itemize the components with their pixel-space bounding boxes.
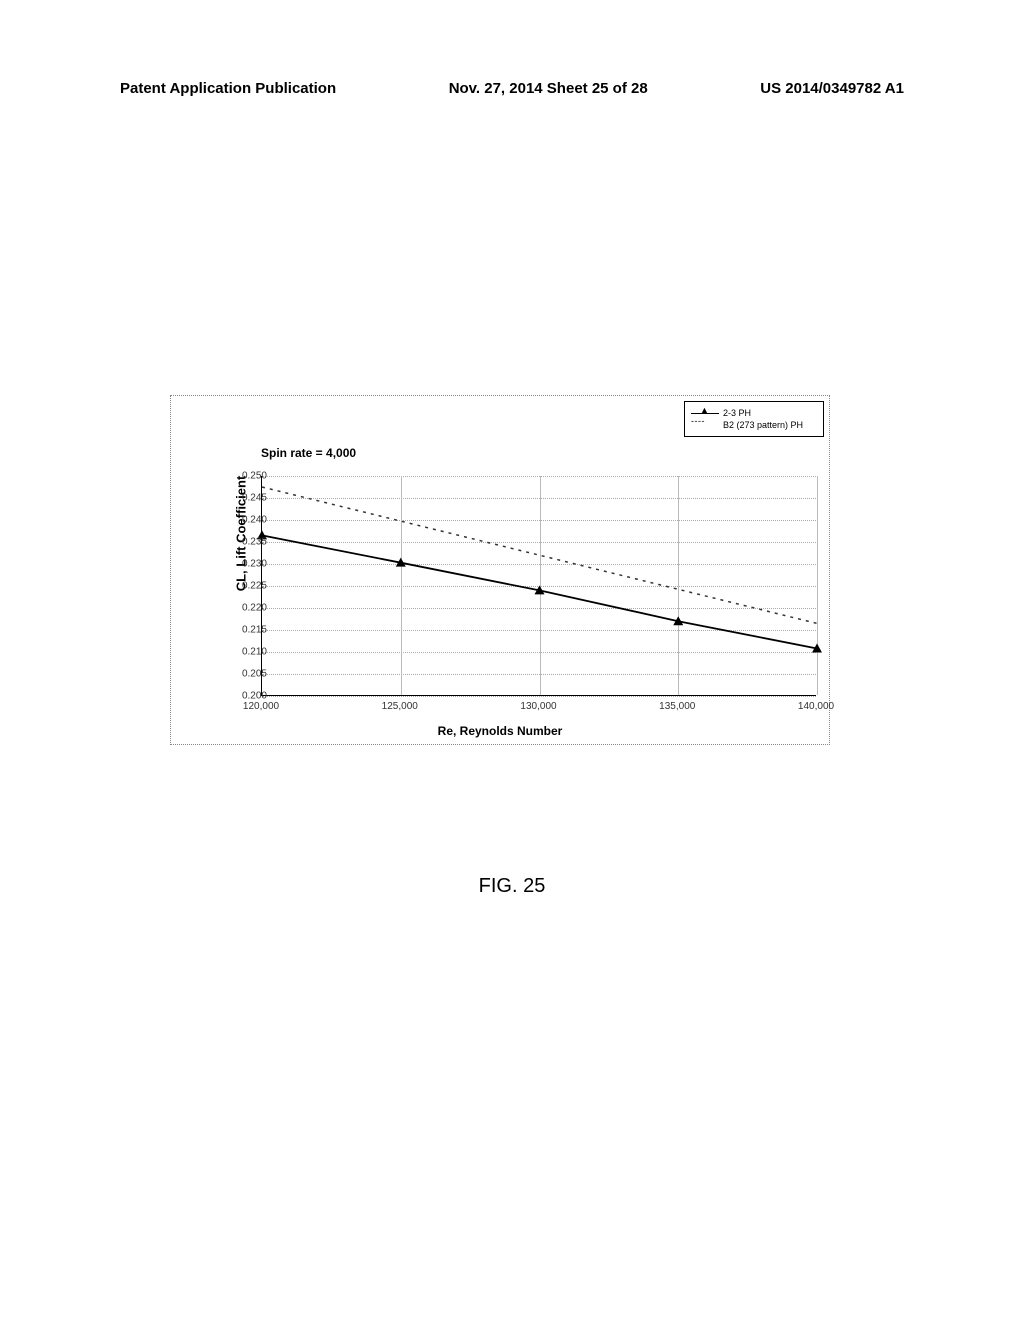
y-tick: 0.200 <box>242 691 267 702</box>
x-tick: 140,000 <box>798 701 834 712</box>
y-tick: 0.205 <box>242 669 267 680</box>
x-tick: 130,000 <box>520 701 556 712</box>
y-tick: 0.250 <box>242 471 267 482</box>
header-center: Nov. 27, 2014 Sheet 25 of 28 <box>449 80 648 97</box>
legend-label: 2-3 PH <box>723 408 751 418</box>
x-tick: 125,000 <box>382 701 418 712</box>
chart-svg <box>262 476 816 695</box>
x-axis-title: Re, Reynolds Number <box>438 724 563 738</box>
chart-container: 2-3 PH B2 (273 pattern) PH Spin rate = 4… <box>170 395 830 745</box>
legend-dashed-icon <box>691 420 719 430</box>
y-tick: 0.230 <box>242 559 267 570</box>
figure-caption: FIG. 25 <box>479 875 546 898</box>
chart-legend: 2-3 PH B2 (273 pattern) PH <box>684 401 824 437</box>
header-left: Patent Application Publication <box>120 80 336 97</box>
x-tick: 120,000 <box>243 701 279 712</box>
plot-area <box>261 476 816 696</box>
legend-item: B2 (273 pattern) PH <box>691 420 817 430</box>
x-tick: 135,000 <box>659 701 695 712</box>
y-tick: 0.240 <box>242 515 267 526</box>
y-tick: 0.215 <box>242 625 267 636</box>
legend-item: 2-3 PH <box>691 408 817 418</box>
y-tick: 0.245 <box>242 493 267 504</box>
spin-rate-label: Spin rate = 4,000 <box>261 446 356 460</box>
y-tick: 0.235 <box>242 537 267 548</box>
y-tick: 0.220 <box>242 603 267 614</box>
header-right: US 2014/0349782 A1 <box>760 80 904 97</box>
y-tick: 0.225 <box>242 581 267 592</box>
legend-label: B2 (273 pattern) PH <box>723 420 803 430</box>
page-header: Patent Application Publication Nov. 27, … <box>0 80 1024 97</box>
y-tick: 0.210 <box>242 647 267 658</box>
